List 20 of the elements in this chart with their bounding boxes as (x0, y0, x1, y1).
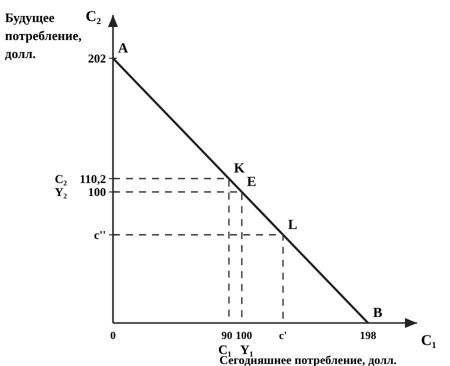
annotation: K (234, 162, 245, 177)
x-tick-label: 100 (236, 330, 253, 342)
x-tick-label: 90 (221, 330, 233, 342)
annotation: B (373, 306, 382, 321)
y-tick-label: 100 (88, 185, 106, 200)
annotation: L (288, 218, 298, 233)
y-tick-label: c'' (94, 228, 106, 242)
text: C₂ (54, 172, 68, 186)
text: C₁ (421, 333, 436, 349)
text: Y₂ (54, 185, 68, 200)
text: Y₁ (240, 342, 254, 357)
x-tick-label: c' (279, 330, 288, 342)
annotation: A (118, 41, 129, 56)
y-tick-label: 110,2 (80, 172, 106, 186)
y-tick-label: 202 (88, 51, 106, 66)
x-tick-label: 198 (360, 330, 377, 342)
x-tick-label: 0 (110, 330, 116, 342)
y-axis-title: Будущее потребление, долл. (5, 10, 82, 61)
annotation: E (246, 174, 256, 190)
text: C₂ (86, 9, 102, 25)
